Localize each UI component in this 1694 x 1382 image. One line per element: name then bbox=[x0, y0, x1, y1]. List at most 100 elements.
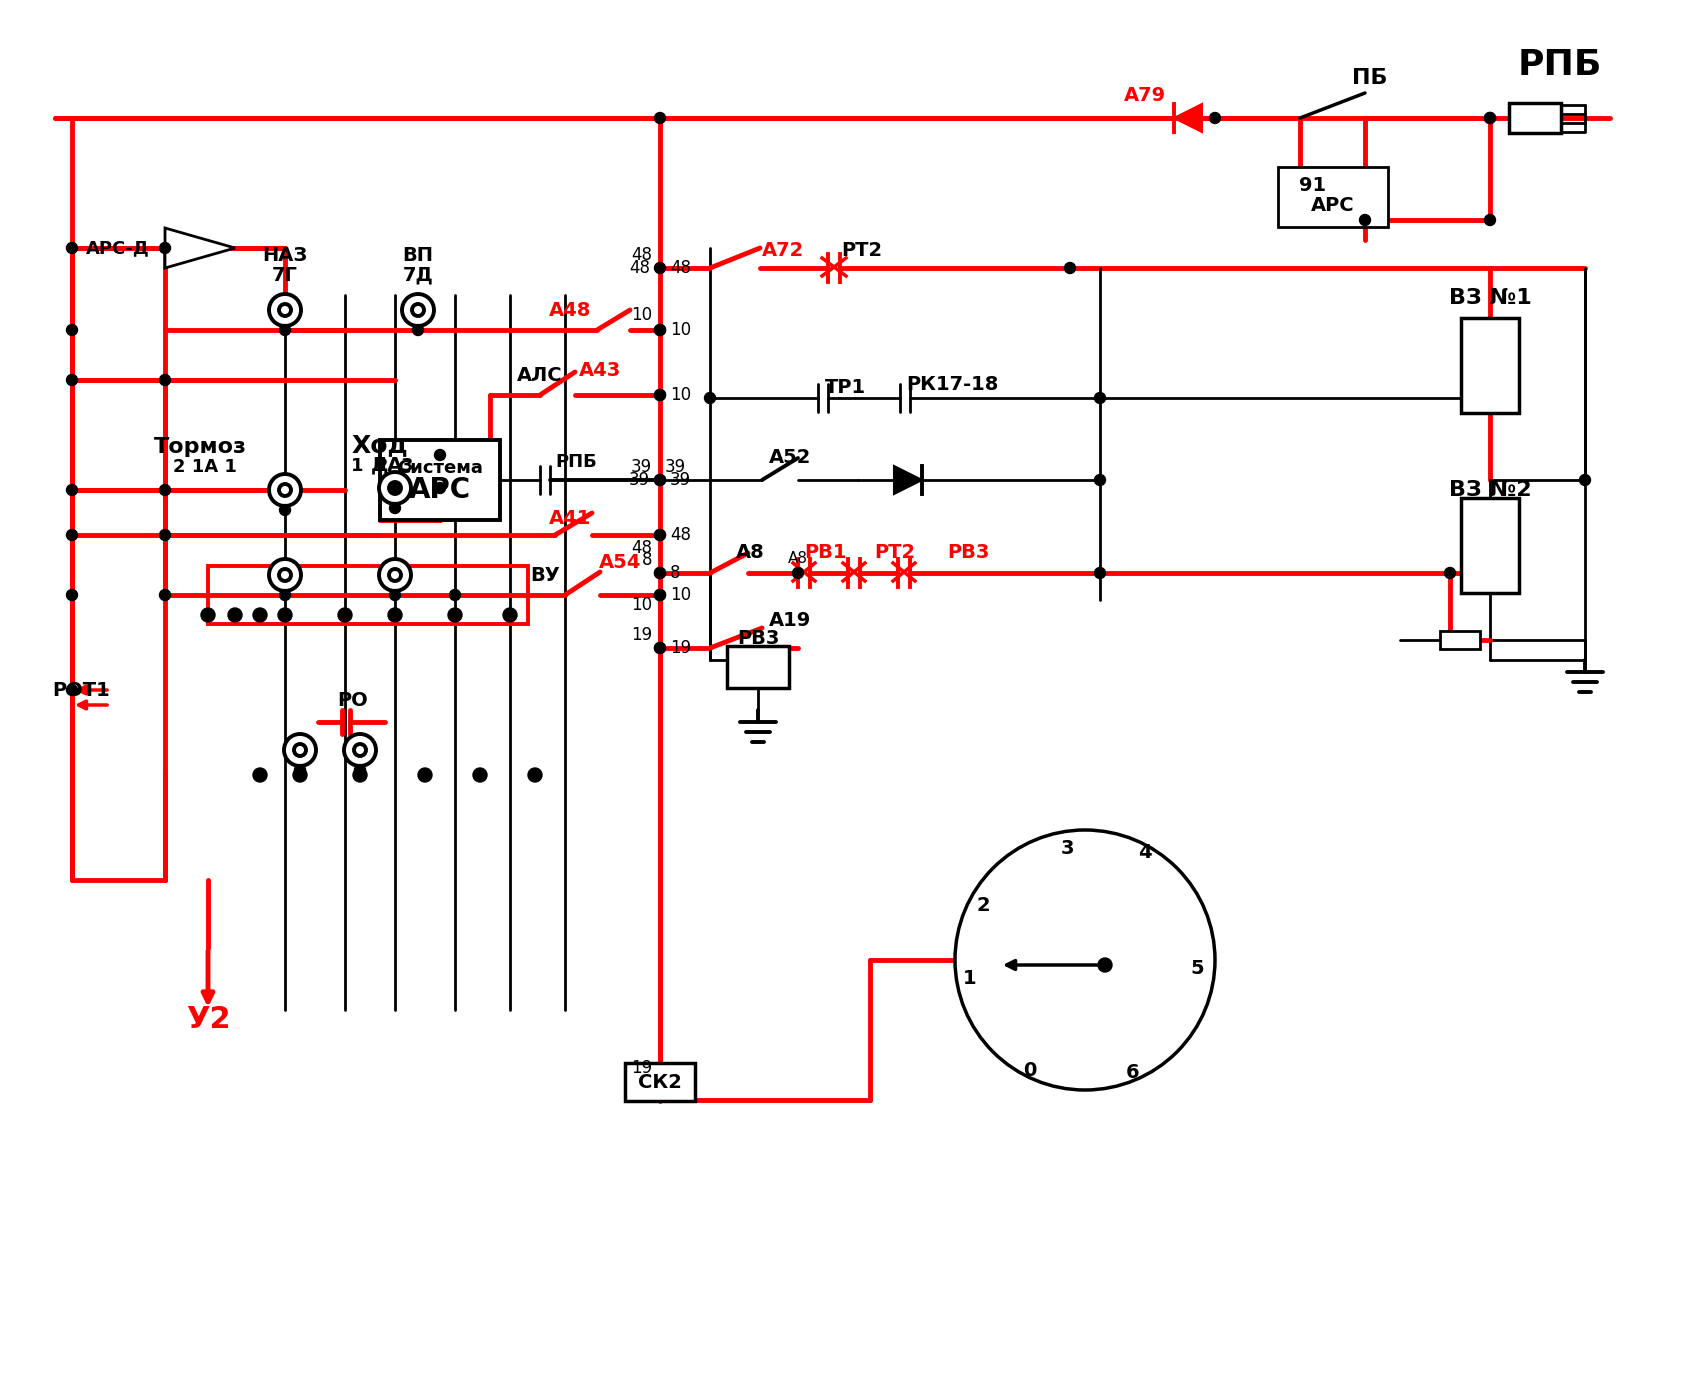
Text: РПБ: РПБ bbox=[1518, 48, 1603, 82]
Circle shape bbox=[1579, 474, 1591, 485]
Circle shape bbox=[1094, 474, 1106, 485]
Circle shape bbox=[252, 608, 268, 622]
Bar bbox=[1440, 632, 1481, 650]
Circle shape bbox=[229, 608, 242, 622]
Circle shape bbox=[159, 242, 171, 253]
Text: ТР1: ТР1 bbox=[825, 377, 866, 397]
Circle shape bbox=[654, 325, 666, 336]
Circle shape bbox=[654, 643, 666, 654]
Text: РТ2: РТ2 bbox=[842, 240, 883, 260]
Circle shape bbox=[269, 474, 302, 506]
Text: А19: А19 bbox=[769, 611, 811, 629]
Circle shape bbox=[278, 608, 291, 622]
Circle shape bbox=[390, 482, 400, 493]
Text: СК2: СК2 bbox=[639, 1072, 683, 1092]
Text: РОТ1: РОТ1 bbox=[53, 680, 110, 699]
Bar bbox=[727, 645, 789, 688]
Circle shape bbox=[285, 734, 317, 766]
Text: 5: 5 bbox=[1191, 959, 1204, 977]
Text: 1  2  3: 1 2 3 bbox=[351, 457, 413, 475]
Text: А72: А72 bbox=[762, 240, 805, 260]
Text: РО: РО bbox=[337, 691, 368, 709]
Circle shape bbox=[1360, 214, 1370, 225]
Text: ПБ: ПБ bbox=[1352, 68, 1387, 88]
Circle shape bbox=[252, 768, 268, 782]
Circle shape bbox=[280, 484, 291, 496]
Circle shape bbox=[705, 392, 715, 404]
Circle shape bbox=[379, 473, 412, 504]
Circle shape bbox=[293, 768, 307, 782]
Text: ВУ: ВУ bbox=[530, 565, 561, 585]
Circle shape bbox=[1064, 263, 1076, 274]
Circle shape bbox=[654, 474, 666, 485]
Text: А79: А79 bbox=[1123, 86, 1165, 105]
Text: 10: 10 bbox=[671, 586, 691, 604]
Text: РВ3: РВ3 bbox=[737, 629, 779, 648]
Polygon shape bbox=[894, 466, 922, 493]
Circle shape bbox=[280, 304, 291, 316]
Text: 48: 48 bbox=[671, 258, 691, 276]
Text: АРС: АРС bbox=[1311, 195, 1355, 214]
Text: А41: А41 bbox=[549, 509, 591, 528]
Circle shape bbox=[390, 569, 401, 580]
Text: 39: 39 bbox=[630, 457, 652, 475]
Text: 10: 10 bbox=[671, 386, 691, 404]
Circle shape bbox=[1484, 214, 1496, 225]
Circle shape bbox=[1445, 568, 1455, 579]
Circle shape bbox=[1094, 568, 1106, 579]
Circle shape bbox=[654, 590, 666, 601]
Circle shape bbox=[1484, 112, 1496, 123]
Circle shape bbox=[159, 529, 171, 540]
Text: 10: 10 bbox=[630, 305, 652, 323]
Text: 48: 48 bbox=[671, 527, 691, 545]
Circle shape bbox=[295, 764, 305, 775]
Circle shape bbox=[447, 608, 462, 622]
Text: 91: 91 bbox=[1299, 176, 1326, 195]
Text: 39: 39 bbox=[671, 471, 691, 489]
Text: 48: 48 bbox=[630, 246, 652, 264]
Circle shape bbox=[1098, 958, 1111, 972]
Circle shape bbox=[654, 643, 666, 654]
Text: Тормоз: Тормоз bbox=[154, 437, 246, 457]
Circle shape bbox=[66, 684, 78, 695]
Circle shape bbox=[449, 590, 461, 601]
Circle shape bbox=[280, 590, 290, 601]
Circle shape bbox=[159, 375, 171, 386]
Circle shape bbox=[66, 375, 78, 386]
Circle shape bbox=[344, 734, 376, 766]
Circle shape bbox=[1094, 392, 1106, 404]
Text: 2: 2 bbox=[976, 896, 989, 915]
Circle shape bbox=[390, 590, 400, 601]
Text: Система: Система bbox=[396, 459, 483, 477]
Bar bbox=[1460, 318, 1520, 412]
Bar bbox=[1277, 167, 1387, 227]
Circle shape bbox=[654, 568, 666, 579]
Polygon shape bbox=[1174, 104, 1203, 133]
Bar bbox=[1460, 498, 1520, 593]
Text: РТ2: РТ2 bbox=[874, 543, 915, 561]
Circle shape bbox=[413, 325, 424, 336]
Text: 39: 39 bbox=[628, 471, 650, 489]
Circle shape bbox=[66, 242, 78, 253]
Text: ВП: ВП bbox=[403, 246, 434, 264]
Circle shape bbox=[269, 294, 302, 326]
Text: А52: А52 bbox=[769, 448, 811, 467]
Text: РВ1: РВ1 bbox=[803, 543, 847, 561]
Text: 6: 6 bbox=[1127, 1063, 1140, 1082]
Circle shape bbox=[352, 768, 368, 782]
Circle shape bbox=[654, 112, 666, 123]
Bar bbox=[1509, 104, 1560, 133]
Circle shape bbox=[654, 529, 666, 540]
Text: 8: 8 bbox=[671, 564, 681, 582]
Circle shape bbox=[412, 304, 424, 316]
Circle shape bbox=[503, 608, 517, 622]
Circle shape bbox=[654, 390, 666, 401]
Text: 2 1А 1: 2 1А 1 bbox=[173, 457, 237, 475]
Text: 19: 19 bbox=[630, 626, 652, 644]
Circle shape bbox=[529, 768, 542, 782]
Circle shape bbox=[1210, 112, 1220, 123]
Text: А8: А8 bbox=[735, 543, 764, 561]
Circle shape bbox=[401, 294, 434, 326]
Text: А43: А43 bbox=[579, 361, 622, 380]
Circle shape bbox=[159, 485, 171, 496]
